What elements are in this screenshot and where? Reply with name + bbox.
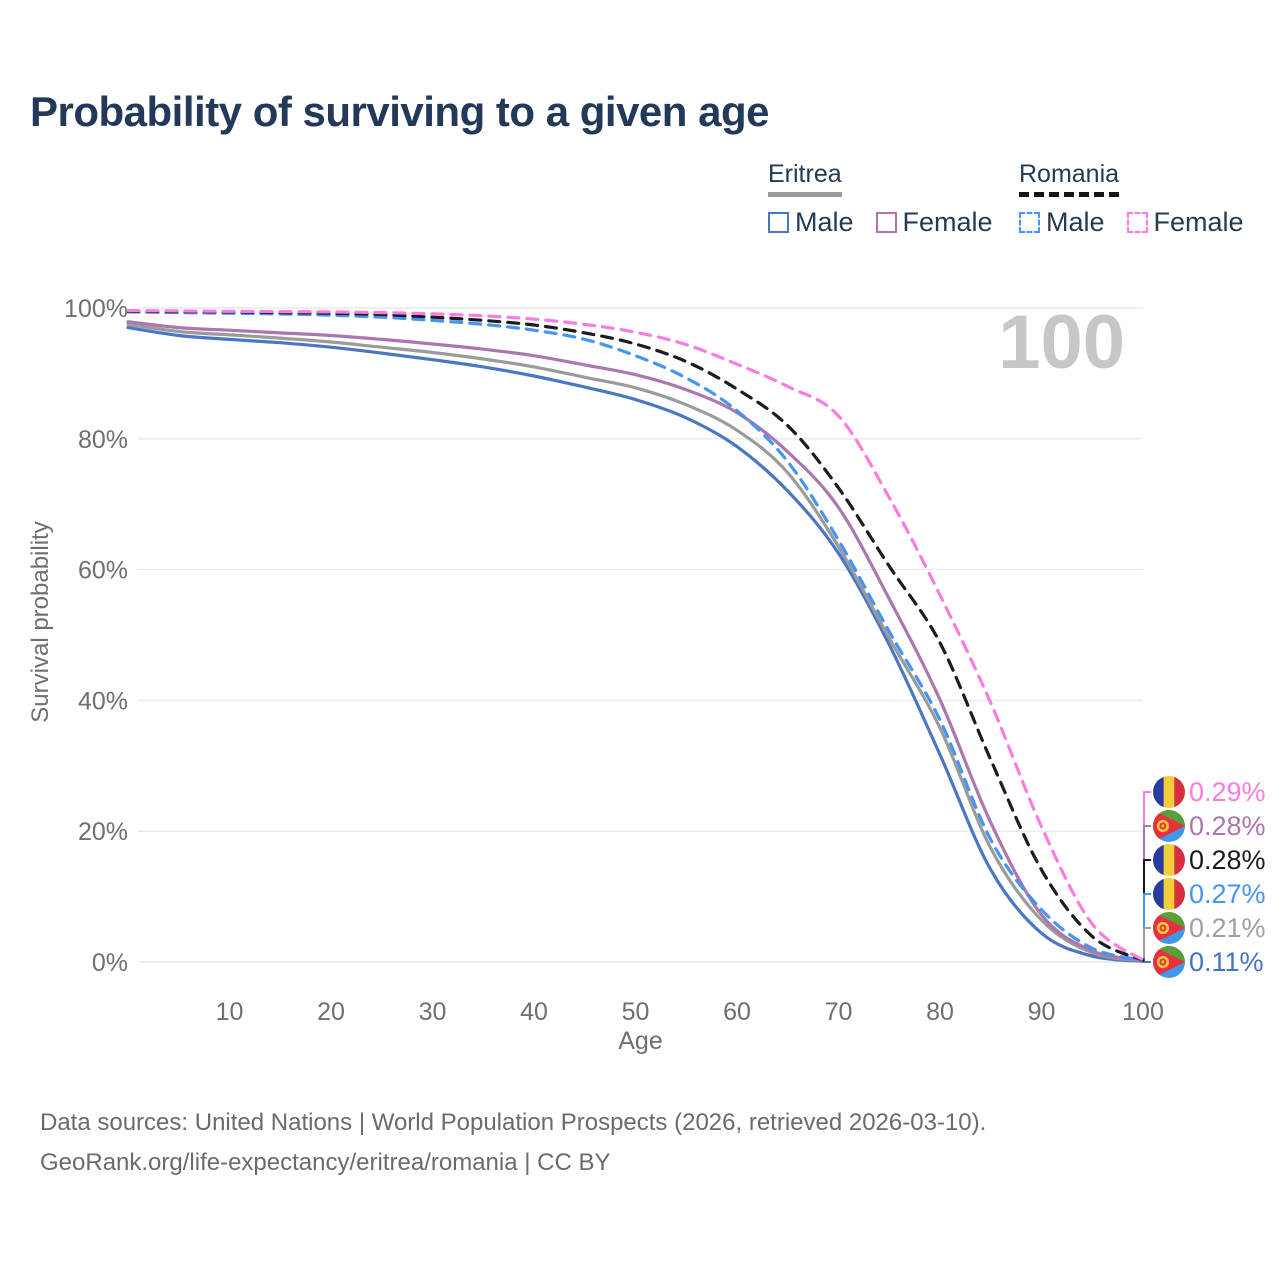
legend-item-label: Male <box>1046 207 1105 237</box>
legend-item-label: Female <box>902 207 993 237</box>
flag-gold-emblem <box>1156 955 1170 969</box>
x-tick-label: 60 <box>723 998 751 1026</box>
end-label-value: 0.28% <box>1189 845 1266 875</box>
end-label-leader-line <box>1143 927 1151 958</box>
flag-icon-romania <box>1153 878 1185 910</box>
flag-gold-emblem-dot <box>1161 960 1165 964</box>
legend-checkbox-icon[interactable] <box>875 212 897 233</box>
flag-icon-eritrea <box>1153 912 1185 944</box>
end-label-leader-line <box>1143 893 1151 958</box>
end-label-leader-line <box>1143 791 1151 958</box>
end-label-group: 0.29% 0.28% 0.28% 0.27% 0.21% 0.11% <box>1143 776 1266 978</box>
footer-attribution: GeoRank.org/life-expectancy/eritrea/roma… <box>40 1149 611 1176</box>
hovered-age-watermark: 100 <box>998 300 1125 385</box>
flag-stripe <box>1163 844 1175 876</box>
legend-group-romania: Romania Male Female <box>1019 160 1244 238</box>
flag-stripe <box>1153 878 1165 910</box>
x-tick-label: 10 <box>216 998 244 1026</box>
flag-stripe <box>1163 776 1175 808</box>
end-label-value: 0.29% <box>1189 777 1266 807</box>
end-label-value: 0.28% <box>1189 811 1266 841</box>
legend-country-romania[interactable]: Romania <box>1019 160 1120 197</box>
legend-checkbox-icon[interactable] <box>1019 212 1040 233</box>
flag-stripe <box>1174 844 1185 876</box>
y-tick-label: 60% <box>78 557 128 585</box>
legend-country-eritrea[interactable]: Eritrea <box>768 160 842 197</box>
footer: Data sources: United Nations | World Pop… <box>40 1103 986 1183</box>
y-tick-label: 100% <box>64 295 128 323</box>
flag-stripe <box>1174 776 1185 808</box>
legend-checkbox-icon[interactable] <box>768 212 789 233</box>
x-tick-label: 100 <box>1122 998 1164 1026</box>
end-label-value: 0.11% <box>1189 947 1264 977</box>
legend-items-row: Male Female <box>1019 207 1244 238</box>
series-line-romania_male[interactable] <box>126 310 1145 962</box>
x-tick-label: 20 <box>317 998 345 1026</box>
flag-stripe <box>1163 878 1175 910</box>
series-line-eritrea_both[interactable] <box>126 322 1145 963</box>
series-line-eritrea_female[interactable] <box>126 320 1145 962</box>
series-line-eritrea_male[interactable] <box>126 326 1145 963</box>
legend-item-romania-female[interactable]: Female <box>1126 207 1244 238</box>
legend-item-eritrea-male[interactable]: Male <box>768 207 854 238</box>
y-tick-label: 80% <box>78 426 128 454</box>
end-label-value: 0.27% <box>1189 879 1266 909</box>
flag-gold-emblem <box>1156 819 1170 833</box>
y-tick-label: 40% <box>78 687 128 715</box>
x-tick-label: 90 <box>1028 998 1056 1026</box>
x-tick-label: 50 <box>622 998 650 1026</box>
series-line-romania_both[interactable] <box>126 309 1145 962</box>
legend-item-label: Male <box>795 207 854 237</box>
footer-sources: Data sources: United Nations | World Pop… <box>40 1109 987 1136</box>
legend-items-row: Male Female <box>768 207 993 238</box>
legend-group-eritrea: Eritrea Male Female <box>768 160 993 238</box>
legend-checkbox-icon[interactable] <box>1126 212 1148 233</box>
flag-icon-eritrea <box>1153 946 1185 978</box>
legend-item-label: Female <box>1153 207 1244 237</box>
flag-stripe <box>1174 878 1185 910</box>
legend-item-eritrea-female[interactable]: Female <box>875 207 993 238</box>
flag-icon-eritrea <box>1153 810 1185 842</box>
x-tick-label: 80 <box>926 998 954 1026</box>
page-title: Probability of surviving to a given age <box>30 88 769 135</box>
y-axis-title: Survival probability <box>27 521 54 722</box>
flag-gold-emblem-dot <box>1161 926 1165 930</box>
end-label-leader-line <box>1143 825 1151 958</box>
flag-stripe <box>1153 844 1165 876</box>
y-tick-label: 0% <box>92 949 128 977</box>
series-line-romania_female[interactable] <box>126 309 1145 962</box>
end-label-leader-line <box>1143 958 1151 963</box>
flag-icon-romania <box>1153 844 1185 876</box>
flag-stripe <box>1153 776 1165 808</box>
x-tick-label: 30 <box>419 998 447 1026</box>
flag-icon-romania <box>1153 776 1185 808</box>
end-label-leader-line <box>1143 859 1151 958</box>
x-tick-label: 70 <box>825 998 853 1026</box>
end-label-value: 0.21% <box>1189 913 1266 943</box>
x-tick-label: 40 <box>520 998 548 1026</box>
legend-item-romania-male[interactable]: Male <box>1019 207 1105 238</box>
flag-gold-emblem <box>1156 921 1170 935</box>
y-tick-label: 20% <box>78 818 128 846</box>
flag-gold-emblem-dot <box>1161 824 1165 828</box>
x-axis-title: Age <box>618 1027 662 1055</box>
